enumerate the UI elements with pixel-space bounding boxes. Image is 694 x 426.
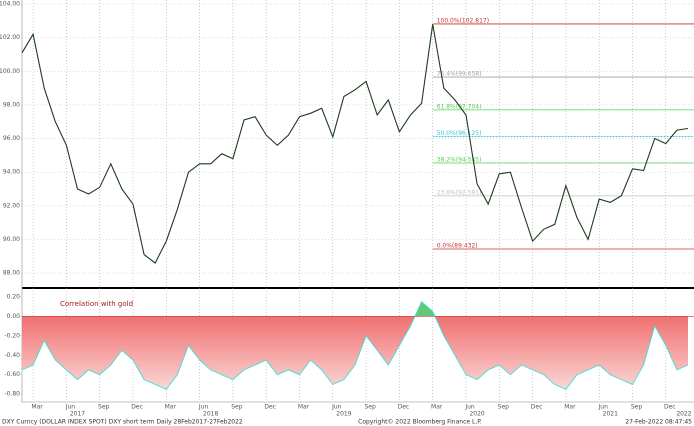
x-year-label: 2020 [469, 411, 484, 418]
x-year-label: 2019 [336, 411, 351, 418]
x-year-label: 2022 [676, 411, 691, 418]
y-tick-label: 100.00 [0, 68, 20, 75]
x-tick-label: Mar [298, 404, 310, 411]
fib-label: 76.4%(99.658) [437, 71, 482, 78]
fib-label: 38.2%(94.545) [437, 157, 482, 164]
x-year-label: 2018 [203, 411, 218, 418]
y-tick-label: 94.00 [3, 169, 20, 176]
y-tick-label: -0.20 [4, 332, 20, 339]
x-tick-label: Jun [598, 404, 609, 411]
price-line [21, 24, 689, 264]
y-tick-label: 102.00 [0, 34, 20, 41]
footer-right: 27-Feb-2022 08:47:45 [625, 419, 692, 426]
x-tick-label: Sep [631, 404, 643, 411]
correlation-area [22, 301, 688, 390]
fib-label: 0.0%(89.432) [437, 242, 478, 249]
y-tick-label: 0.20 [7, 293, 21, 300]
footer-left: DXY Curncy (DOLLAR INDEX SPOT) DXY short… [2, 419, 243, 426]
x-tick-label: Mar [564, 404, 576, 411]
x-tick-label: Jun [65, 404, 76, 411]
correlation-line [21, 300, 689, 390]
x-tick-label: Jun [198, 404, 209, 411]
x-tick-label: Sep [498, 404, 510, 411]
x-tick-label: Sep [364, 404, 376, 411]
fib-label: 50.0%(96.125) [437, 130, 482, 137]
y-tick-label: 90.00 [3, 236, 20, 243]
x-tick-label: Dec [398, 404, 410, 411]
annotation: Correlation with gold [60, 300, 133, 308]
x-tick-label: Dec [531, 404, 543, 411]
x-tick-label: Mar [431, 404, 443, 411]
x-tick-label: Mar [165, 404, 177, 411]
x-tick-label: Jun [464, 404, 475, 411]
x-tick-label: Dec [264, 404, 276, 411]
x-tick-label: Jun [331, 404, 342, 411]
y-tick-label: -0.60 [4, 371, 20, 378]
y-tick-label: 104.00 [0, 1, 20, 8]
fib-label: 100.0%(102.817) [437, 17, 489, 24]
fib-label: 61.8%(97.704) [437, 103, 482, 110]
y-tick-label: 98.00 [3, 101, 20, 108]
x-tick-label: Dec [664, 404, 676, 411]
x-tick-label: Dec [131, 404, 143, 411]
x-tick-label: Sep [231, 404, 243, 411]
y-tick-label: 88.00 [3, 270, 20, 277]
x-year-label: 2017 [70, 411, 85, 418]
y-tick-label: 92.00 [3, 202, 20, 209]
footer-center: Copyright© 2022 Bloomberg Finance L.P. [358, 419, 482, 426]
y-tick-label: 0.00 [7, 313, 21, 320]
y-tick-label: -0.80 [4, 391, 20, 398]
fib-label: 23.6%(92.591) [437, 189, 482, 196]
x-tick-label: Sep [98, 404, 110, 411]
y-tick-label: -0.40 [4, 352, 20, 359]
x-year-label: 2021 [603, 411, 618, 418]
x-tick-label: Mar [31, 404, 43, 411]
y-tick-label: 96.00 [3, 135, 20, 142]
